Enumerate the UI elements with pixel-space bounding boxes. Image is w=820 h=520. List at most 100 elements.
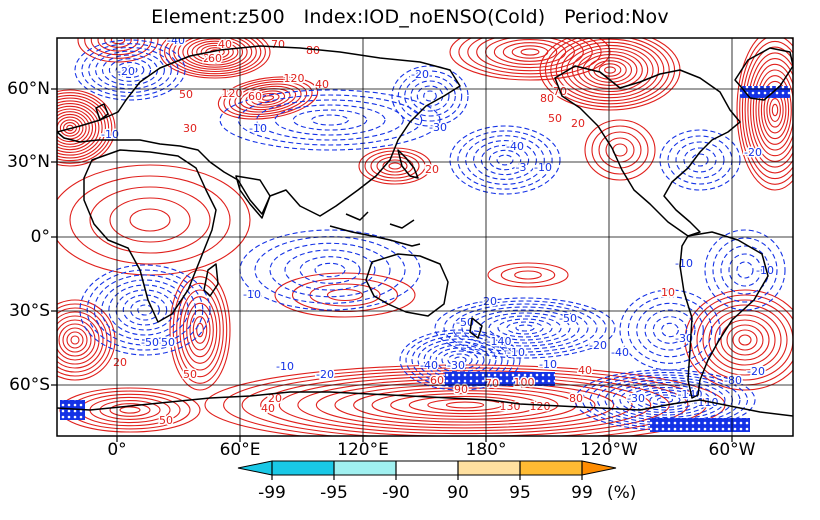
greenland-outline <box>734 47 793 101</box>
negative-contour <box>611 381 719 419</box>
positive-contour <box>370 153 420 179</box>
positive-contour <box>587 57 633 83</box>
negative-contour <box>479 312 571 344</box>
positive-contour <box>57 299 116 381</box>
positive-contour <box>169 269 231 391</box>
negative-contour <box>661 322 679 338</box>
negative-contour <box>453 356 467 364</box>
positive-contour-label: 70 <box>485 377 499 390</box>
japan-outline <box>397 149 419 179</box>
positive-contour <box>702 304 788 376</box>
negative-contour <box>122 65 138 75</box>
positive-contour <box>63 122 77 134</box>
positive-contour <box>732 329 758 351</box>
negative-contour <box>506 321 544 335</box>
positive-contour <box>228 81 308 115</box>
lon-label-120w: 120°W <box>580 440 638 460</box>
positive-contour <box>571 47 649 93</box>
positive-contour-label: 120 <box>284 72 305 85</box>
negative-contour-label: -50 <box>141 336 159 349</box>
negative-contour <box>101 279 189 341</box>
negative-contour <box>656 396 674 404</box>
positive-contour <box>598 63 622 77</box>
positive-contour-label: 50 <box>159 414 173 427</box>
positive-contour <box>172 276 228 384</box>
negative-contour <box>644 309 696 351</box>
positive-contour <box>57 113 87 143</box>
positive-contour <box>261 95 275 101</box>
positive-contour <box>164 38 266 77</box>
negative-contour-label: -10 <box>534 161 552 174</box>
negative-contour-label: -10 <box>276 360 294 373</box>
negative-contour <box>74 39 186 101</box>
positive-contour-label: 50 <box>548 112 562 125</box>
negative-contour-label: -10 <box>507 346 525 359</box>
positive-contour <box>427 398 503 412</box>
negative-contour <box>457 130 553 190</box>
negative-contour-label: -20 <box>411 68 429 81</box>
positive-contour-label: 50 <box>183 368 197 381</box>
negative-contour <box>736 261 754 279</box>
positive-contour <box>771 103 779 117</box>
positive-contour <box>182 296 218 364</box>
negative-contour <box>254 236 406 304</box>
africa-outline <box>83 149 217 323</box>
colorbar-unit: (%) <box>607 483 637 503</box>
positive-contour-label: 40 <box>261 402 275 415</box>
positive-contour <box>714 314 776 366</box>
positive-contour <box>514 270 542 280</box>
indonesia-outline <box>329 211 421 247</box>
negative-contour-label: -40 <box>420 359 438 372</box>
negative-contour <box>652 316 688 344</box>
positive-contour-label: 40 <box>578 364 592 377</box>
positive-contour <box>738 334 752 346</box>
negative-contour <box>274 104 386 136</box>
positive-contour <box>502 42 558 62</box>
positive-contour <box>57 97 106 159</box>
negative-contour-label: -3 <box>516 161 527 174</box>
positive-contour-label: 10 <box>661 286 675 299</box>
negative-contour <box>130 299 160 321</box>
positive-contour-label: 20 <box>571 117 585 130</box>
graticule <box>57 38 793 436</box>
negative-contour <box>659 129 741 191</box>
negative-contour <box>461 306 589 350</box>
negative-contour-label: -20 <box>117 65 135 78</box>
significance-stipple <box>445 372 555 386</box>
positive-contour <box>89 186 211 254</box>
colorbar-label: 95 <box>509 483 531 503</box>
positive-contour <box>191 40 239 64</box>
negative-contour-label: -140 <box>487 335 512 348</box>
positive-contour <box>200 44 230 60</box>
negative-contour <box>404 75 456 117</box>
positive-contour <box>445 401 485 409</box>
positive-contour <box>726 324 764 356</box>
positive-contour <box>598 131 642 169</box>
colorbar-label: 90 <box>447 483 469 503</box>
madagascar-outline <box>203 263 219 297</box>
positive-contour-label: 120 <box>222 87 243 100</box>
positive-contour <box>186 38 244 66</box>
positive-contour <box>747 52 793 168</box>
negative-contour <box>627 296 713 364</box>
positive-contour <box>326 288 364 302</box>
negative-contour <box>256 99 404 141</box>
positive-contour <box>129 208 171 232</box>
positive-contour <box>234 83 302 113</box>
positive-contour <box>371 390 559 420</box>
negative-contour <box>480 144 530 176</box>
significance-stipple <box>740 86 790 98</box>
positive-contour-label: 50 <box>179 88 193 101</box>
positive-contour <box>159 38 271 79</box>
negative-contour-label: -50 <box>157 336 175 349</box>
negative-contour <box>108 284 182 336</box>
positive-contour <box>57 103 100 153</box>
positive-contour <box>449 38 611 81</box>
negative-contour <box>423 90 437 102</box>
positive-contour <box>189 309 211 351</box>
positive-contour <box>57 315 100 365</box>
positive-contour <box>192 316 208 344</box>
negative-contour <box>237 94 423 146</box>
positive-contour <box>57 89 116 167</box>
positive-contour <box>291 277 399 313</box>
